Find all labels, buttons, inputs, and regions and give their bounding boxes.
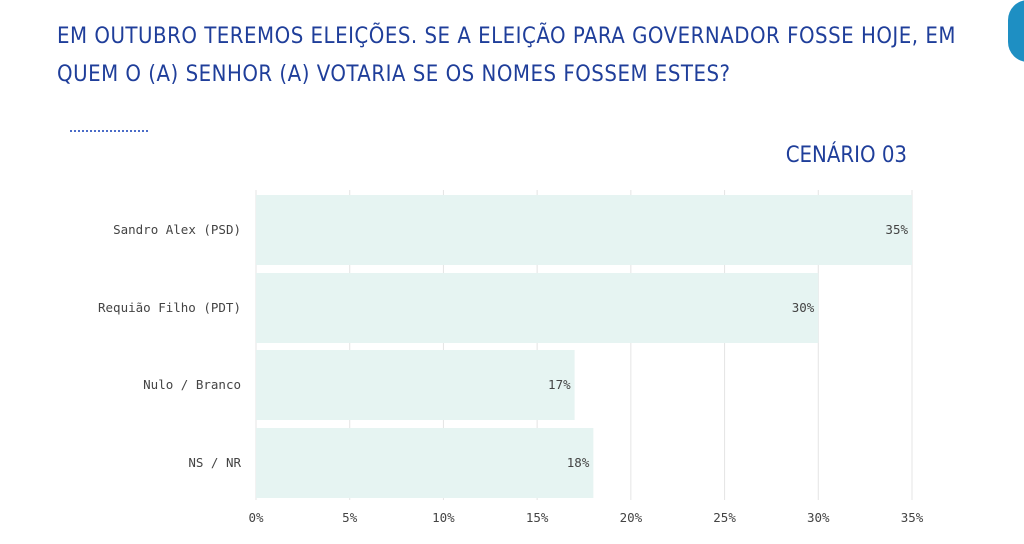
value-label: 17% <box>548 377 571 392</box>
scenario-label: CENÁRIO 03 <box>785 143 907 168</box>
bar <box>256 428 594 498</box>
value-label: 30% <box>792 300 815 315</box>
x-tick-label: 25% <box>713 510 736 525</box>
bar <box>256 195 912 265</box>
bar <box>256 350 575 420</box>
value-labels: 35% 30% 17% 18% <box>548 222 908 470</box>
x-tick-label: 10% <box>432 510 455 525</box>
bars <box>256 195 912 498</box>
category-label: Nulo / Branco <box>143 377 241 392</box>
category-label: Requião Filho (PDT) <box>98 300 241 315</box>
corner-logo <box>1008 0 1024 62</box>
bar <box>256 273 819 343</box>
x-tick-label: 30% <box>807 510 830 525</box>
title-divider <box>70 130 148 132</box>
x-tick-label: 35% <box>901 510 924 525</box>
category-label: NS / NR <box>188 455 241 470</box>
value-label: 18% <box>567 455 590 470</box>
x-tick-label: 20% <box>620 510 643 525</box>
x-tick-label: 15% <box>526 510 549 525</box>
x-tick-label: 5% <box>342 510 358 525</box>
x-tick-label: 0% <box>248 510 264 525</box>
chart-title: EM OUTUBRO TEREMOS ELEIÇÕES. SE A ELEIÇÃ… <box>57 24 956 87</box>
category-labels: Sandro Alex (PSD) Requião Filho (PDT) Nulo… <box>98 222 241 470</box>
x-axis-ticks: 0% 5% 10% 15% 20% 25% 30% 35% <box>248 510 923 525</box>
category-label: Sandro Alex (PSD) <box>113 222 241 237</box>
value-label: 35% <box>885 222 908 237</box>
